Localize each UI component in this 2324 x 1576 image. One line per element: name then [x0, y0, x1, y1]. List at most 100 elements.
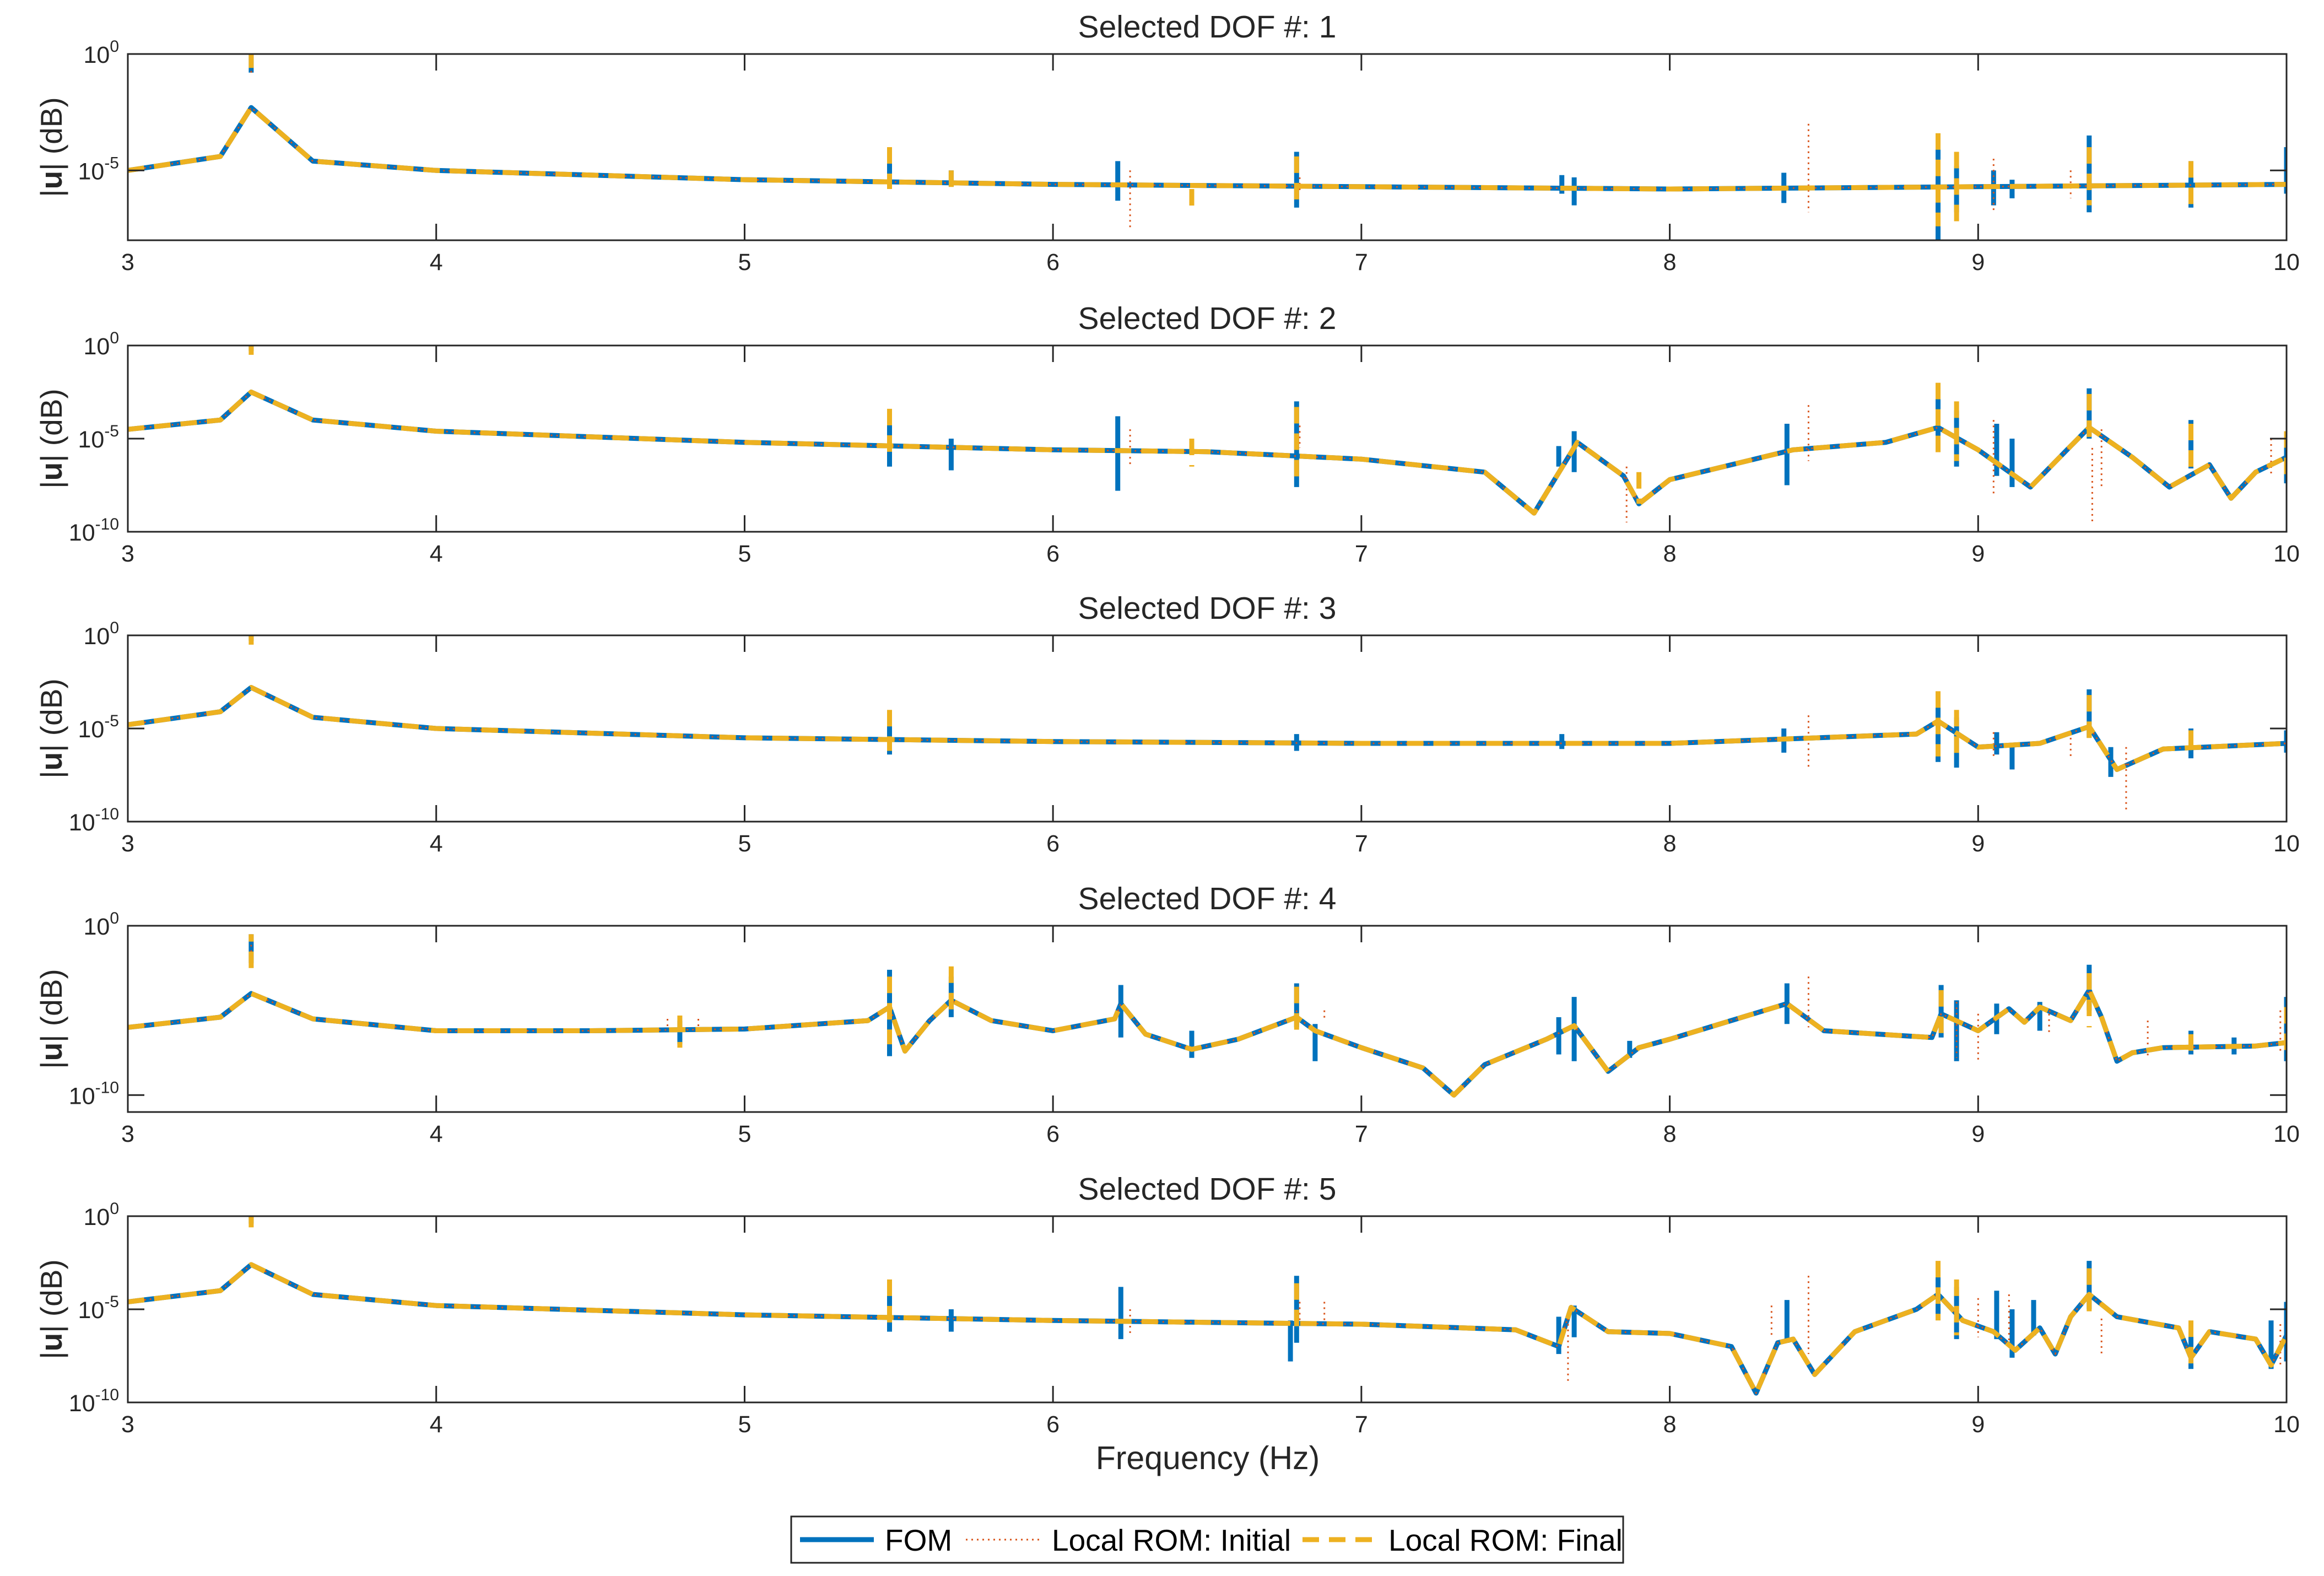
- y-axis-label: |u| (dB): [34, 388, 68, 488]
- y-label-variable: u: [34, 752, 68, 771]
- legend-label-fom: FOM: [885, 1523, 952, 1557]
- y-tick-base: 10: [83, 914, 110, 940]
- series-line-local-rom-final: [128, 105, 2287, 192]
- x-tick-label: 9: [1971, 1121, 1985, 1147]
- y-tick-label: 100: [83, 329, 119, 360]
- y-tick-exponent: 0: [110, 619, 119, 637]
- x-tick-label: 3: [121, 249, 134, 276]
- x-tick-label: 6: [1046, 249, 1060, 276]
- y-tick-base: 10: [69, 520, 95, 546]
- legend-label-final: Local ROM: Final: [1388, 1523, 1623, 1557]
- y-label-variable: u: [34, 1333, 68, 1352]
- y-axis-label: |u| (dB): [34, 1259, 68, 1359]
- y-tick-exponent: 0: [110, 37, 119, 56]
- x-tick-label: 10: [2273, 1121, 2300, 1147]
- chart-title: Selected DOF #: 5: [1078, 1172, 1337, 1207]
- y-tick-label: 10-10: [69, 1386, 119, 1417]
- y-label-bar-open: |: [34, 1061, 68, 1068]
- y-tick-label: 10-10: [69, 1078, 119, 1109]
- y-tick-label: 100: [83, 909, 119, 940]
- x-tick-label: 9: [1971, 1411, 1985, 1438]
- series-line-fom: [128, 685, 2287, 772]
- y-label-bar-open: |: [34, 481, 68, 488]
- y-label-variable: u: [34, 171, 68, 190]
- y-label-variable: u: [34, 462, 68, 481]
- x-tick-label: 7: [1355, 1411, 1368, 1438]
- chart-title: Selected DOF #: 2: [1078, 301, 1337, 336]
- x-tick-label: 9: [1971, 249, 1985, 276]
- series-group: [128, 635, 2287, 813]
- x-tick-label: 8: [1663, 830, 1677, 857]
- y-tick-label: 10-5: [78, 712, 119, 743]
- y-tick-label: 10-10: [69, 805, 119, 836]
- chart-title: Selected DOF #: 1: [1078, 9, 1337, 45]
- y-tick-exponent: 0: [110, 329, 119, 347]
- x-tick-label: 10: [2273, 1411, 2300, 1438]
- axes-box: [127, 53, 2288, 241]
- x-tick-label: 4: [430, 1411, 443, 1438]
- y-tick-base: 10: [83, 42, 110, 68]
- plot-area: [128, 346, 2287, 532]
- y-label-units: | (dB): [34, 388, 68, 462]
- y-tick-label: 10-5: [78, 1293, 119, 1324]
- x-tick-label: 9: [1971, 541, 1985, 567]
- series-group: [128, 346, 2287, 525]
- y-tick-exponent: -10: [95, 805, 119, 823]
- x-tick-label: 3: [121, 541, 134, 567]
- series-line-local-rom-final: [128, 1262, 2287, 1396]
- y-tick-exponent: -10: [95, 1078, 119, 1097]
- y-tick-exponent: -5: [104, 154, 119, 172]
- series-line-local-rom-initial: [128, 391, 2287, 514]
- y-tick-base: 10: [83, 333, 110, 360]
- x-tick-label: 5: [738, 1121, 751, 1147]
- x-tick-label: 7: [1355, 541, 1368, 567]
- y-tick-exponent: -5: [104, 422, 119, 440]
- y-tick-base: 10: [69, 1083, 95, 1109]
- y-tick-label: 100: [83, 37, 119, 68]
- x-tick-label: 8: [1663, 541, 1677, 567]
- x-tick-label: 3: [121, 830, 134, 857]
- y-label-units: | (dB): [34, 97, 68, 170]
- series-group: [128, 1216, 2287, 1396]
- y-tick-base: 10: [78, 427, 104, 453]
- y-tick-base: 10: [78, 716, 104, 743]
- y-tick-exponent: 0: [110, 1200, 119, 1218]
- x-tick-label: 8: [1663, 1411, 1677, 1438]
- series-line-local-rom-final: [128, 390, 2287, 516]
- y-label-units: | (dB): [34, 678, 68, 752]
- y-label-units: | (dB): [34, 969, 68, 1042]
- series-line-local-rom-final: [128, 987, 2287, 1098]
- chart-title: Selected DOF #: 3: [1078, 591, 1337, 626]
- y-tick-base: 10: [83, 1204, 110, 1230]
- y-tick-label: 100: [83, 619, 119, 650]
- x-tick-label: 3: [121, 1411, 134, 1438]
- y-tick-base: 10: [69, 1390, 95, 1417]
- x-tick-label: 10: [2273, 249, 2300, 276]
- y-label-bar-open: |: [34, 189, 68, 197]
- y-tick-base: 10: [78, 158, 104, 185]
- y-tick-exponent: -5: [104, 1293, 119, 1311]
- x-axis-label: Frequency (Hz): [1096, 1440, 1320, 1476]
- x-tick-label: 6: [1046, 830, 1060, 857]
- x-tick-label: 7: [1355, 830, 1368, 857]
- y-tick-exponent: -10: [95, 1386, 119, 1404]
- y-tick-label: 10-10: [69, 515, 119, 546]
- y-tick-exponent: -5: [104, 712, 119, 730]
- y-label-bar-open: |: [34, 770, 68, 778]
- x-tick-label: 4: [430, 249, 443, 276]
- y-tick-exponent: -10: [95, 515, 119, 533]
- x-tick-label: 10: [2273, 541, 2300, 567]
- x-tick-label: 8: [1663, 249, 1677, 276]
- x-tick-label: 7: [1355, 249, 1368, 276]
- x-tick-label: 4: [430, 1121, 443, 1147]
- plot-area: [128, 54, 2287, 240]
- x-tick-label: 5: [738, 1411, 751, 1438]
- plot-area: [128, 926, 2287, 1112]
- chart-title: Selected DOF #: 4: [1078, 881, 1337, 916]
- x-tick-label: 3: [121, 1121, 134, 1147]
- subplot-2: Selected DOF #: 23 4 5 6 7 8 9 1010010-510-10|u…: [34, 301, 2300, 567]
- x-tick-label: 10: [2273, 830, 2300, 857]
